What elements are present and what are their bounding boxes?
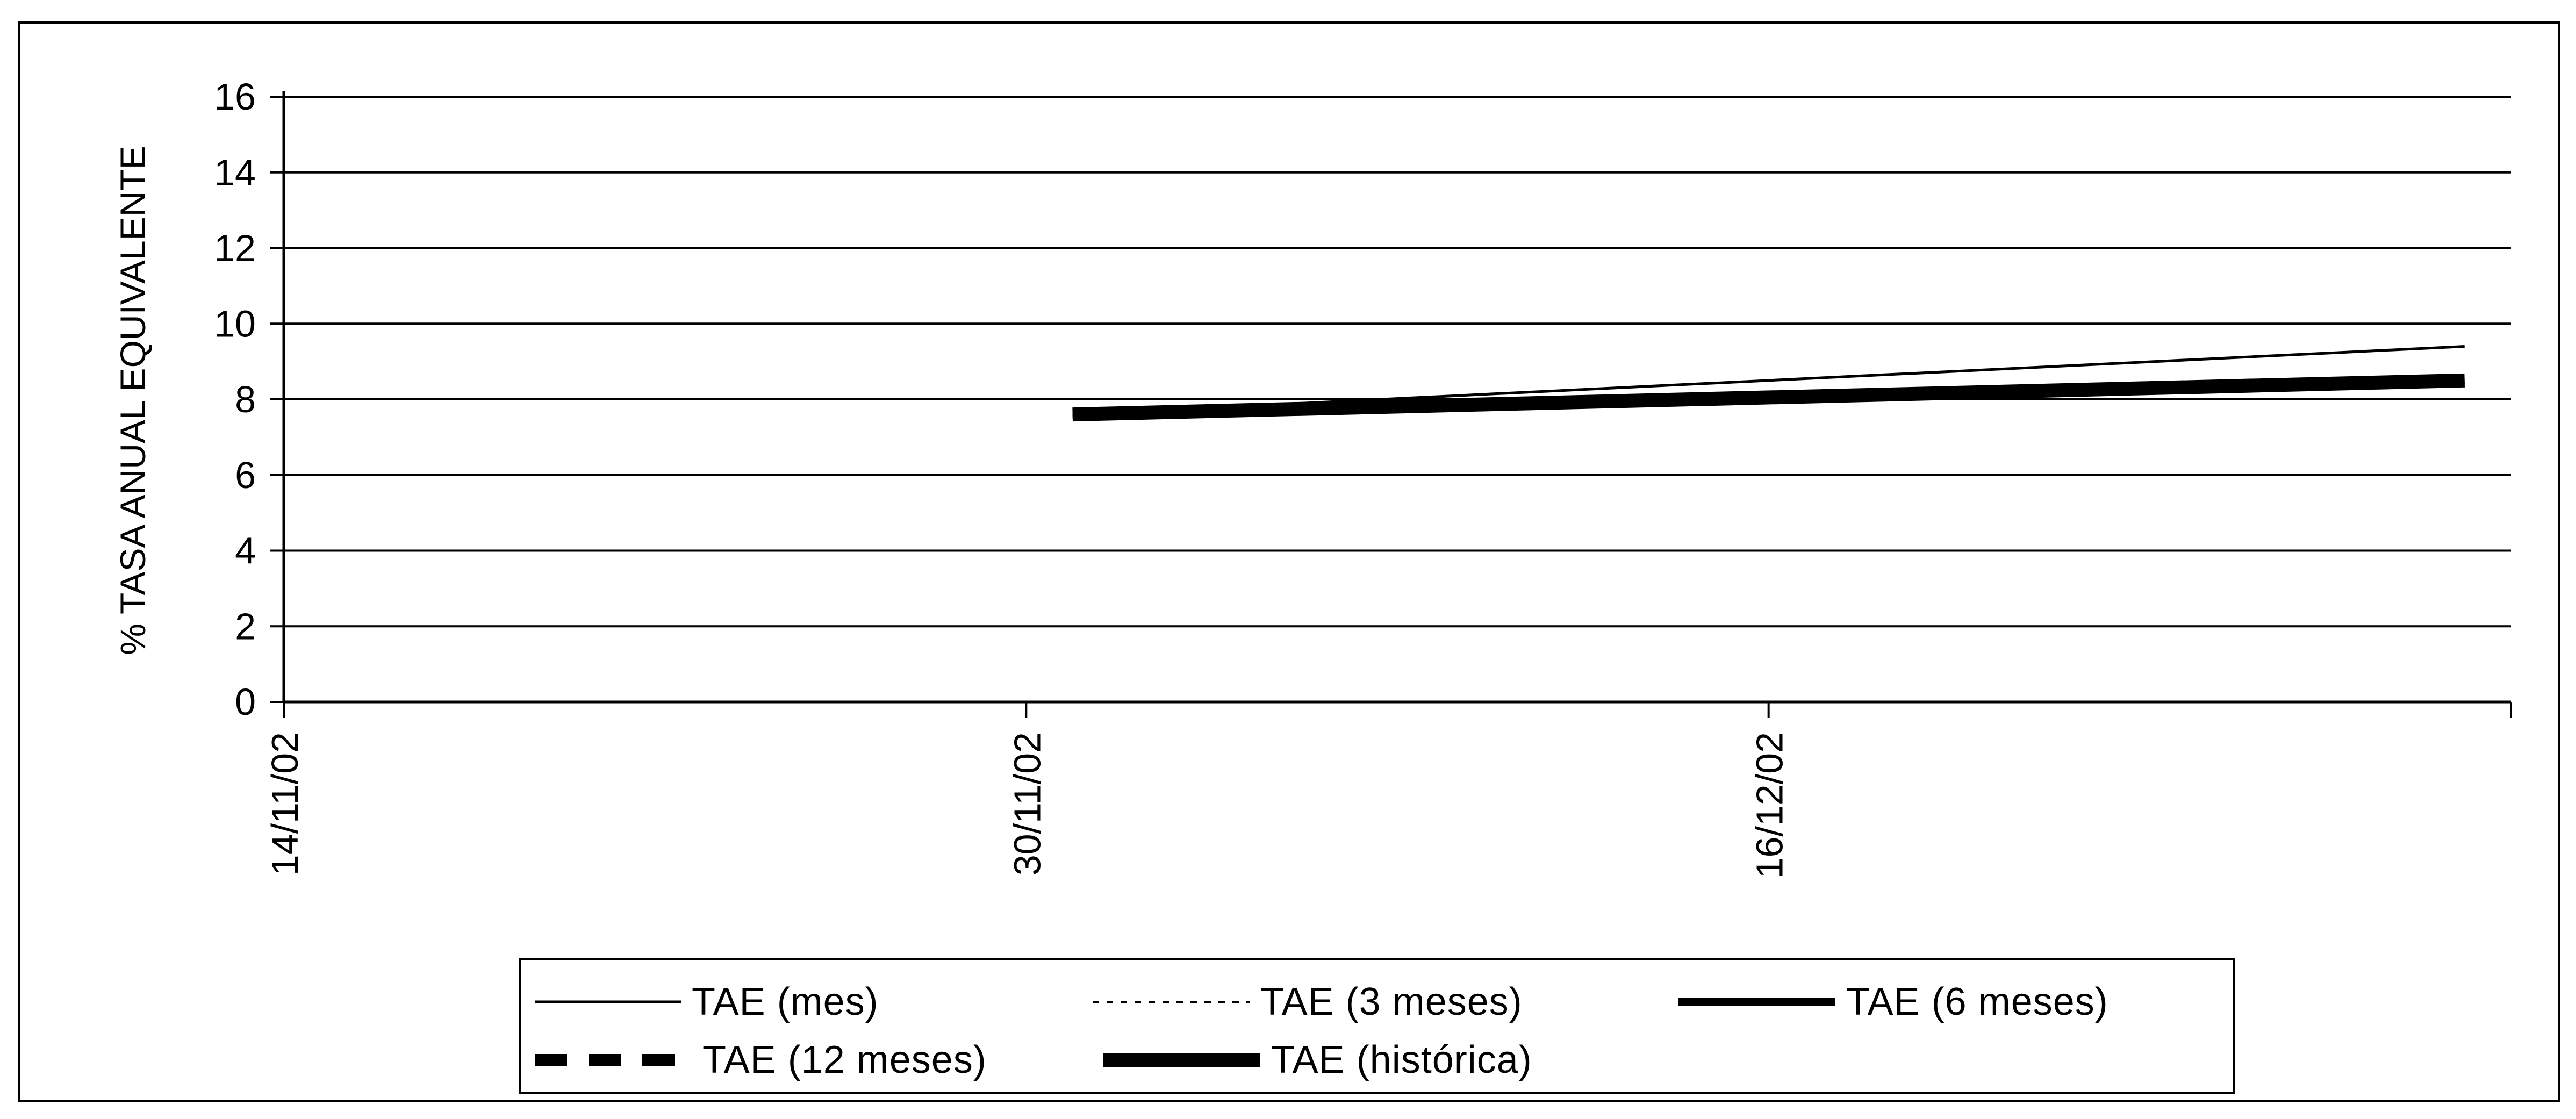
y-tick-label: 16: [214, 76, 256, 118]
y-tick-label: 10: [214, 303, 256, 345]
legend-item: TAE (6 meses): [1676, 971, 2108, 1032]
legend-item: TAE (histórica): [1101, 1029, 1532, 1091]
y-tick-label: 0: [235, 681, 256, 723]
legend-item: TAE (12 meses): [533, 1029, 987, 1091]
legend-label: TAE (mes): [692, 980, 879, 1023]
series-line-3: [1072, 376, 2465, 419]
legend-label: TAE (12 meses): [702, 1038, 987, 1081]
x-tick-label: 14/11/02: [264, 732, 306, 876]
series-line-2: [1072, 379, 2465, 416]
x-tick-label: 16/12/02: [1749, 732, 1791, 878]
legend-label: TAE (3 meses): [1260, 980, 1523, 1023]
y-tick-label: 4: [235, 530, 256, 572]
series-line-1: [1072, 345, 2465, 416]
legend: TAE (mes) TAE (3 meses) TAE (6 meses) TAE (…: [519, 958, 2235, 1094]
y-tick-label: 14: [214, 152, 256, 193]
legend-label: TAE (6 meses): [1846, 980, 2108, 1023]
legend-swatch: [1678, 998, 1835, 1006]
legend-swatch: [535, 1000, 681, 1003]
x-tick-label: 30/11/02: [1006, 732, 1048, 876]
legend-label: TAE (histórica): [1271, 1038, 1532, 1081]
legend-item: TAE (3 meses): [1090, 971, 1523, 1032]
y-tick-label: 6: [235, 454, 256, 496]
legend-swatch: [1103, 1052, 1260, 1067]
legend-item: TAE (mes): [533, 971, 879, 1032]
y-tick-label: 8: [235, 378, 256, 420]
legend-swatch: [535, 1053, 692, 1066]
chart-frame: [18, 21, 2560, 1102]
axes: 0 2 4 6 8 10 12 14 16 14/11/02 30/11/02 16/12/02: [214, 76, 2512, 878]
y-axis-label: % TASA ANUAL EQUIVALENTE: [113, 146, 153, 655]
series-lines: [1072, 345, 2465, 422]
legend-swatch: [1093, 1000, 1250, 1003]
gridlines: [284, 96, 2511, 628]
y-tick-label: 2: [235, 605, 256, 647]
y-tick-label: 12: [214, 227, 256, 269]
